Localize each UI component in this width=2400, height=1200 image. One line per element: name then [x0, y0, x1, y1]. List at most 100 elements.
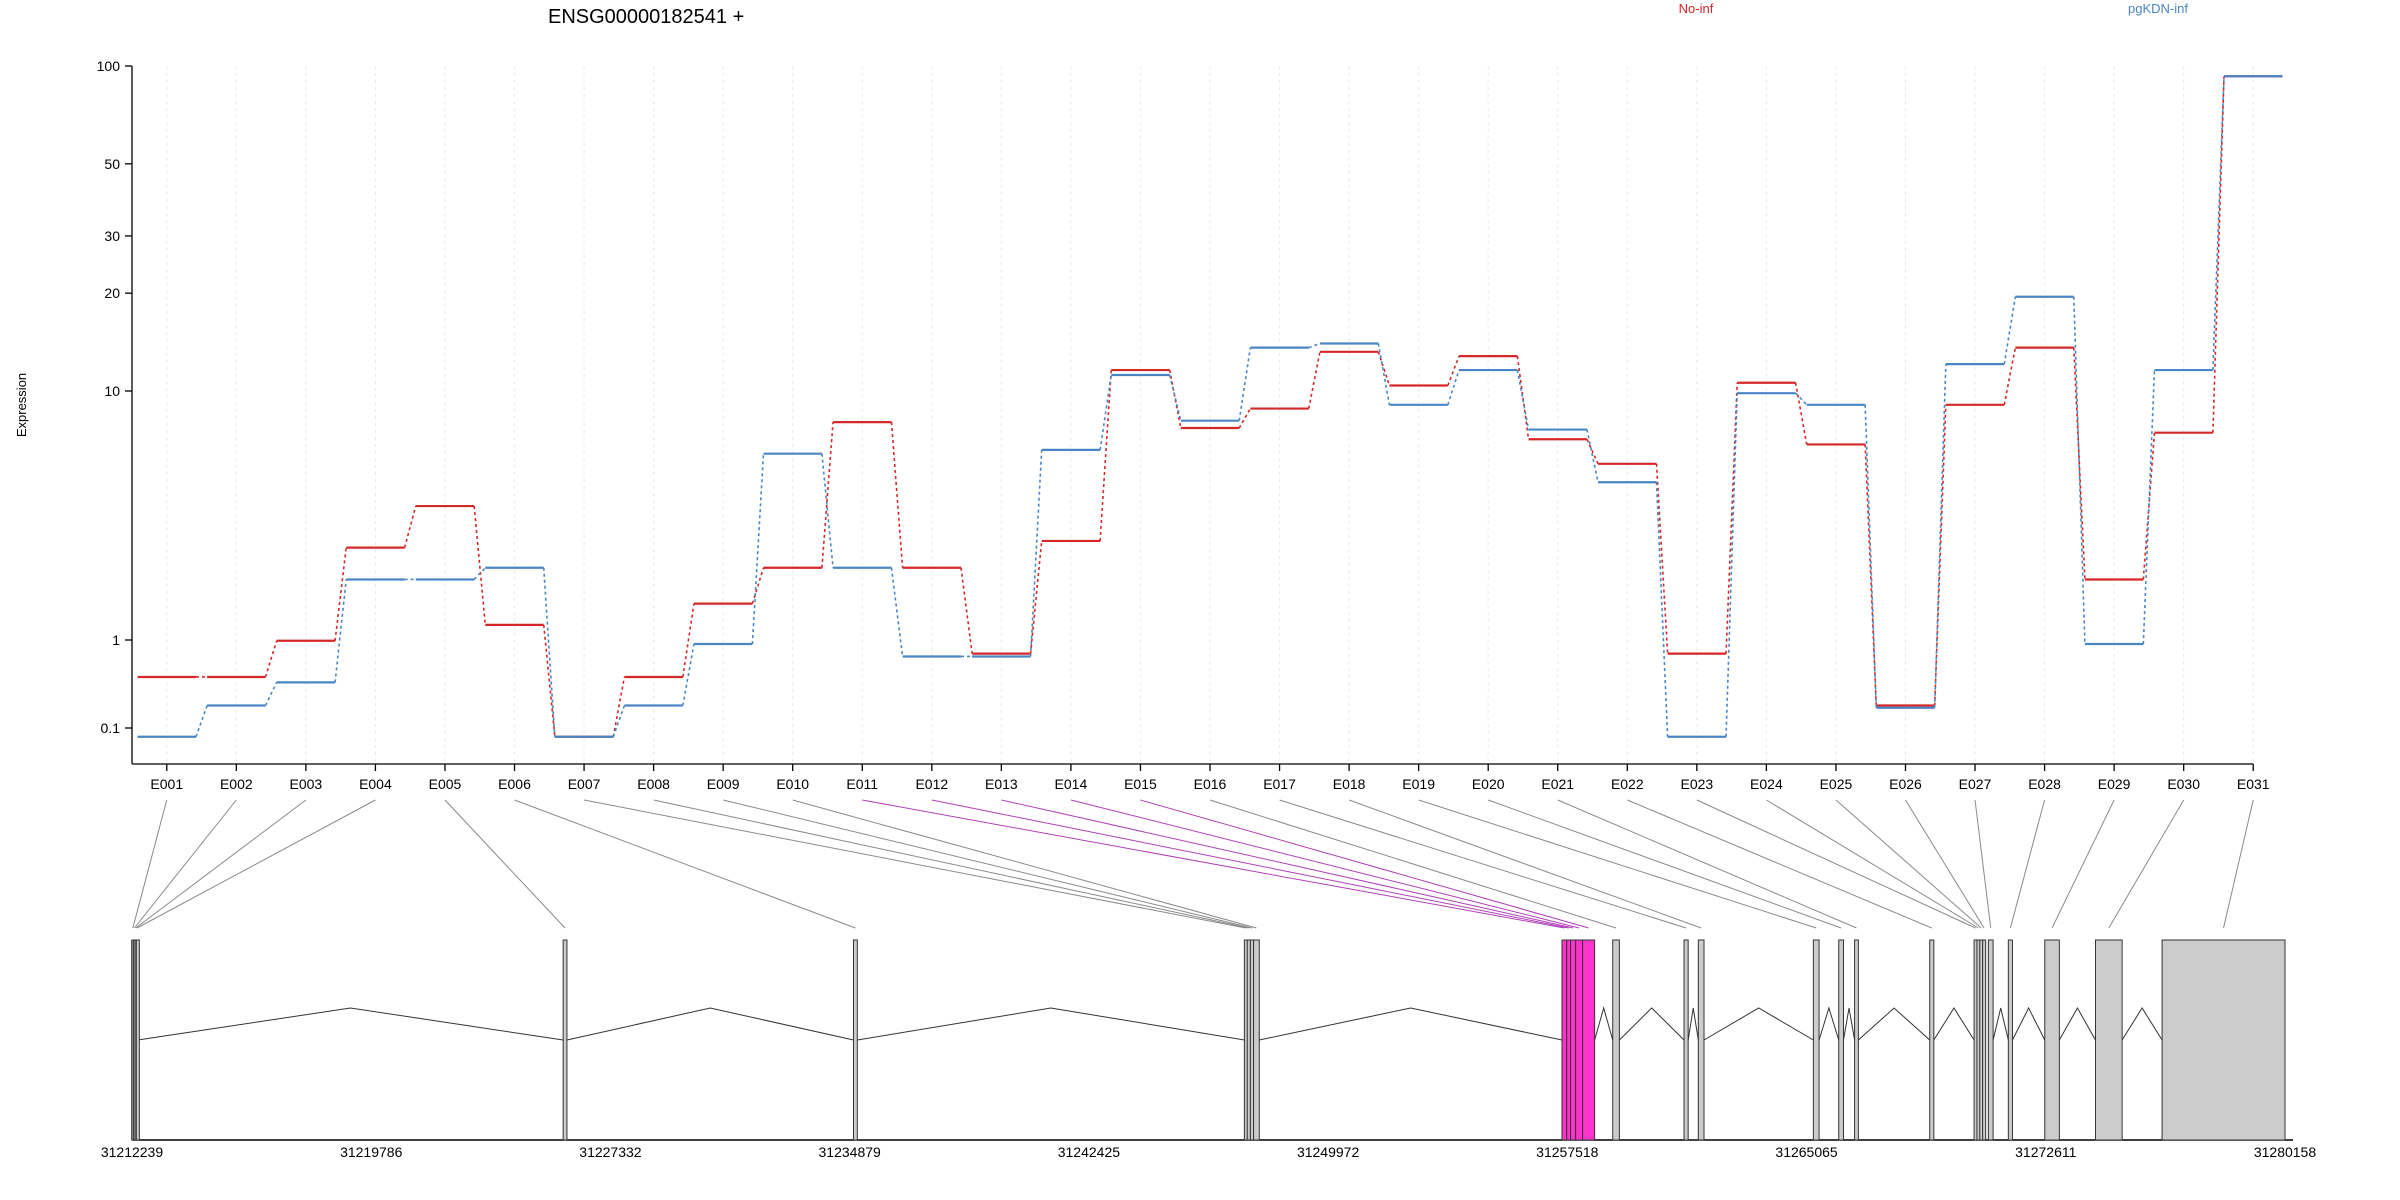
x-tick-label: E027 — [1959, 776, 1992, 792]
exon-connector — [1209, 799, 1617, 929]
exon-connector — [1001, 799, 1574, 929]
x-tick-label: E014 — [1055, 776, 1088, 792]
series-connector — [1099, 374, 1113, 451]
exon-box-e020 — [1838, 939, 1844, 1141]
coordinate-label: 31272611 — [2015, 1144, 2076, 1160]
x-tick-label: E018 — [1333, 776, 1366, 792]
exon-box-e018 — [1697, 939, 1705, 1141]
series-connector — [264, 682, 278, 706]
exon-connector — [1348, 799, 1702, 929]
y-tick-label: 30 — [104, 228, 120, 244]
exon-connector — [514, 799, 856, 929]
coordinate-label: 31219786 — [340, 1144, 403, 1160]
exon-connector — [135, 799, 307, 929]
series-connector — [542, 567, 556, 737]
intron-line — [1259, 1007, 1563, 1041]
intron-line — [1992, 1007, 2009, 1041]
series-connector — [1447, 369, 1460, 406]
series-connector — [1029, 449, 1043, 657]
series-connector — [1377, 343, 1391, 405]
series-connector — [473, 506, 487, 625]
intron-line — [1687, 1007, 1699, 1041]
exon-box-e015 — [1582, 939, 1596, 1141]
series-connector — [195, 705, 208, 738]
exon-connector — [1627, 799, 1932, 929]
x-tick-label: E012 — [915, 776, 948, 792]
x-tick-label: E031 — [2237, 776, 2270, 792]
exon-box-e013 — [1570, 939, 1577, 1141]
series-connector — [1447, 355, 1460, 386]
x-tick-label: E001 — [150, 776, 183, 792]
exon-box-e016 — [1612, 939, 1620, 1141]
series-connector — [612, 676, 626, 737]
coordinate-label: 31242425 — [1058, 1144, 1121, 1160]
exon-connector — [1488, 799, 1842, 929]
series-connector — [1725, 393, 1738, 737]
series-connector — [2142, 370, 2156, 645]
x-tick-label: E024 — [1750, 776, 1783, 792]
exon-connector — [2223, 799, 2254, 929]
coordinate-label: 31234879 — [819, 1144, 882, 1160]
intron-line — [1594, 1006, 1614, 1041]
exon-box-e027 — [1987, 939, 1994, 1141]
exon-box-e011 — [1561, 939, 1568, 1141]
exon-connector — [1279, 799, 1687, 929]
x-tick-label: E025 — [1820, 776, 1853, 792]
coordinate-label: 31212239 — [101, 1144, 164, 1160]
y-tick-label: 1 — [112, 632, 120, 648]
exon-connector — [653, 799, 1249, 929]
exon-box-e019 — [1812, 939, 1820, 1141]
series-connector — [2003, 347, 2017, 405]
x-tick-label: E017 — [1263, 776, 1296, 792]
x-tick-label: E019 — [1402, 776, 1435, 792]
exon-connector — [1557, 799, 1857, 929]
exon-box-e021 — [1854, 939, 1859, 1141]
exon-connector — [132, 799, 168, 929]
exon-connector — [583, 799, 1246, 929]
series-connector — [1864, 444, 1878, 706]
series-connector — [751, 567, 765, 604]
exon-connector — [723, 799, 1253, 929]
x-tick-label: E009 — [707, 776, 740, 792]
intron-line — [137, 1007, 564, 1041]
series-connector — [1238, 408, 1252, 429]
intron-line — [2012, 1006, 2046, 1041]
series-connector — [1168, 369, 1182, 429]
exon-box-e004 — [135, 939, 140, 1141]
exon-box-e022 — [1929, 939, 1935, 1141]
exon-connector — [2009, 799, 2046, 929]
exon-connector — [1070, 799, 1580, 929]
exon-box-e006 — [853, 939, 858, 1141]
series-connector — [1795, 392, 1808, 406]
exon-connector — [862, 799, 1565, 929]
x-tick-label: E004 — [359, 776, 392, 792]
series-pgkdn-inf — [137, 75, 2283, 738]
coordinate-label: 31257518 — [1536, 1144, 1599, 1160]
series-connector — [1238, 347, 1252, 421]
x-tick-label: E026 — [1889, 776, 1922, 792]
series-connector — [2072, 296, 2086, 645]
exon-box-e030 — [2095, 939, 2123, 1141]
series-connector — [1516, 369, 1530, 430]
x-tick-label: E022 — [1611, 776, 1644, 792]
series-connector — [1655, 463, 1669, 654]
series-connector — [1168, 374, 1182, 421]
x-tick-label: E021 — [1541, 776, 1574, 792]
series-connector — [403, 505, 417, 548]
intron-line — [1933, 1007, 1975, 1041]
x-tick-label: E030 — [2167, 776, 2200, 792]
x-tick-label: E023 — [1680, 776, 1713, 792]
intron-line — [1818, 1006, 1840, 1041]
exon-box-e026 — [1982, 939, 1987, 1141]
series-connector — [1099, 369, 1113, 541]
exon-box-e014 — [1575, 939, 1584, 1141]
exon-connector — [931, 799, 1569, 929]
gene-title: ENSG00000182541 + — [548, 6, 744, 28]
exon-box-e028 — [2007, 939, 2013, 1141]
series-connector — [751, 453, 765, 645]
y-tick-label: 50 — [104, 156, 120, 172]
y-tick-label: 100 — [97, 58, 121, 74]
x-tick-label: E003 — [290, 776, 323, 792]
intron-line — [1703, 1007, 1814, 1041]
x-tick-label: E010 — [776, 776, 809, 792]
